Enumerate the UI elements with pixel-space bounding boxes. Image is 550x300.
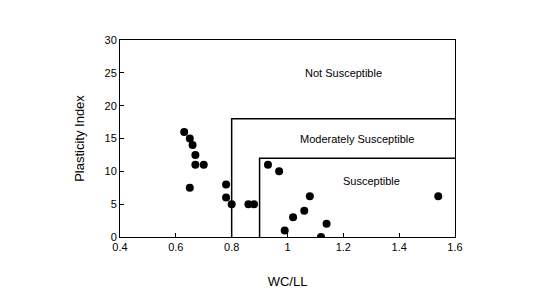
svg-text:0.8: 0.8: [224, 241, 239, 253]
svg-text:0: 0: [111, 231, 117, 243]
svg-text:1.2: 1.2: [336, 241, 351, 253]
svg-text:30: 30: [105, 34, 117, 46]
svg-text:10: 10: [105, 165, 117, 177]
svg-text:5: 5: [111, 198, 117, 210]
svg-text:Not Susceptible: Not Susceptible: [305, 67, 382, 79]
svg-text:25: 25: [105, 67, 117, 79]
svg-text:1.4: 1.4: [392, 241, 407, 253]
svg-text:Plasticity Index: Plasticity Index: [72, 95, 87, 182]
svg-text:15: 15: [105, 132, 117, 144]
svg-text:WC/LL: WC/LL: [268, 274, 308, 289]
svg-text:0.4: 0.4: [112, 241, 127, 253]
svg-text:20: 20: [105, 100, 117, 112]
svg-text:1.6: 1.6: [447, 241, 462, 253]
svg-text:0.6: 0.6: [168, 241, 183, 253]
svg-text:Susceptible: Susceptible: [343, 175, 400, 187]
svg-text:Moderately Susceptible: Moderately Susceptible: [300, 133, 414, 145]
svg-text:1: 1: [284, 241, 290, 253]
